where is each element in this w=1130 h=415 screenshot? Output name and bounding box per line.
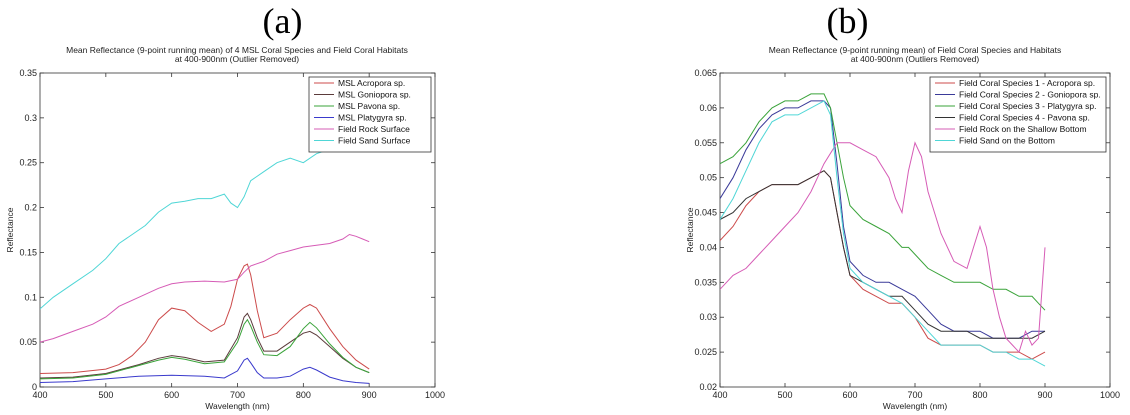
series-line-6: [40, 148, 337, 310]
chart-title: at 400-900nm (Outlier Removed): [175, 54, 299, 64]
panel-label: (a): [262, 1, 303, 41]
chart-b-svg: Mean Reflectance (9-point running mean) …: [685, 45, 1120, 411]
panel-label: (b): [826, 1, 869, 41]
legend-entry: MSL Pavona sp.: [338, 101, 400, 111]
series-line-3: [40, 318, 370, 380]
chart-title: Mean Reflectance (9-point running mean) …: [66, 45, 408, 55]
y-tick-label: 0.02: [699, 382, 717, 392]
y-tick-label: 0.035: [694, 277, 717, 287]
chart-title: Mean Reflectance (9-point running mean) …: [769, 45, 1061, 55]
y-tick-label: 0.06: [699, 103, 717, 113]
y-tick-label: 0.2: [24, 203, 37, 213]
legend-entry: Field Sand Surface: [338, 136, 411, 146]
series-line-2: [40, 312, 370, 379]
y-tick-label: 0.025: [694, 347, 717, 357]
series-line-2: [720, 100, 1045, 339]
legend-entry: Field Sand on the Bottom: [959, 136, 1055, 146]
x-tick-label: 400: [32, 390, 47, 400]
legend-entry: Field Coral Species 4 - Pavona sp.: [959, 113, 1090, 123]
legend-entry: MSL Goniopora sp.: [338, 90, 411, 100]
legend-entry: Field Rock on the Shallow Bottom: [959, 124, 1087, 134]
x-tick-label: 800: [296, 390, 311, 400]
y-tick-label: 0: [32, 382, 37, 392]
series-line-5: [40, 233, 370, 343]
x-tick-label: 900: [1037, 390, 1052, 400]
x-tick-label: 1000: [1100, 390, 1120, 400]
x-tick-label: 700: [230, 390, 245, 400]
series-line-4: [40, 357, 370, 384]
y-tick-label: 0.25: [19, 158, 37, 168]
series-line-5: [720, 141, 1046, 354]
legend-box: [929, 76, 1107, 153]
legend-entry: Field Coral Species 1 - Acropora sp.: [959, 78, 1095, 88]
series-line-1: [40, 263, 370, 374]
y-tick-label: 0.1: [24, 292, 37, 302]
y-tick-label: 0.05: [699, 173, 717, 183]
y-tick-label: 0.3: [24, 113, 37, 123]
y-tick-label: 0.35: [19, 68, 37, 78]
x-tick-label: 500: [777, 390, 792, 400]
y-tick-label: 0.065: [694, 68, 717, 78]
y-tick-label: 0.15: [19, 247, 37, 257]
legend-entry: Field Rock Surface: [338, 124, 410, 134]
x-tick-label: 800: [972, 390, 987, 400]
chart-title: at 400-900nm (Outliers Removed): [851, 54, 980, 64]
series-line-6: [720, 100, 1046, 367]
y-tick-label: 0.05: [19, 337, 37, 347]
y-tick-label: 0.055: [694, 138, 717, 148]
y-tick-label: 0.04: [699, 242, 717, 252]
chart-a-svg: Mean Reflectance (9-point running mean) …: [5, 45, 445, 411]
legend-entry: MSL Platygyra sp.: [338, 113, 407, 123]
legend-entry: Field Coral Species 2 - Goniopora sp.: [959, 90, 1101, 100]
x-tick-label: 900: [362, 390, 377, 400]
y-tick-label: 0.03: [699, 312, 717, 322]
series-line-3: [720, 93, 1046, 311]
legend-entry: MSL Acropora sp.: [338, 78, 405, 88]
legend-box: [308, 76, 432, 153]
x-axis-label: Wavelength (nm): [883, 401, 948, 411]
x-tick-label: 1000: [425, 390, 445, 400]
x-axis-label: Wavelength (nm): [205, 401, 270, 411]
y-axis-label: Reflectance: [5, 207, 15, 252]
legend-entry: Field Coral Species 3 - Platygyra sp.: [959, 101, 1096, 111]
panel-a: (a) Mean Reflectance (9-point running me…: [5, 1, 445, 411]
y-axis-label: Reflectance: [685, 207, 695, 252]
x-tick-label: 700: [907, 390, 922, 400]
x-tick-label: 600: [164, 390, 179, 400]
x-tick-label: 600: [842, 390, 857, 400]
panel-b: (b) Mean Reflectance (9-point running me…: [565, 0, 1130, 415]
x-tick-label: 400: [712, 390, 727, 400]
y-tick-label: 0.045: [694, 208, 717, 218]
x-tick-label: 500: [98, 390, 113, 400]
